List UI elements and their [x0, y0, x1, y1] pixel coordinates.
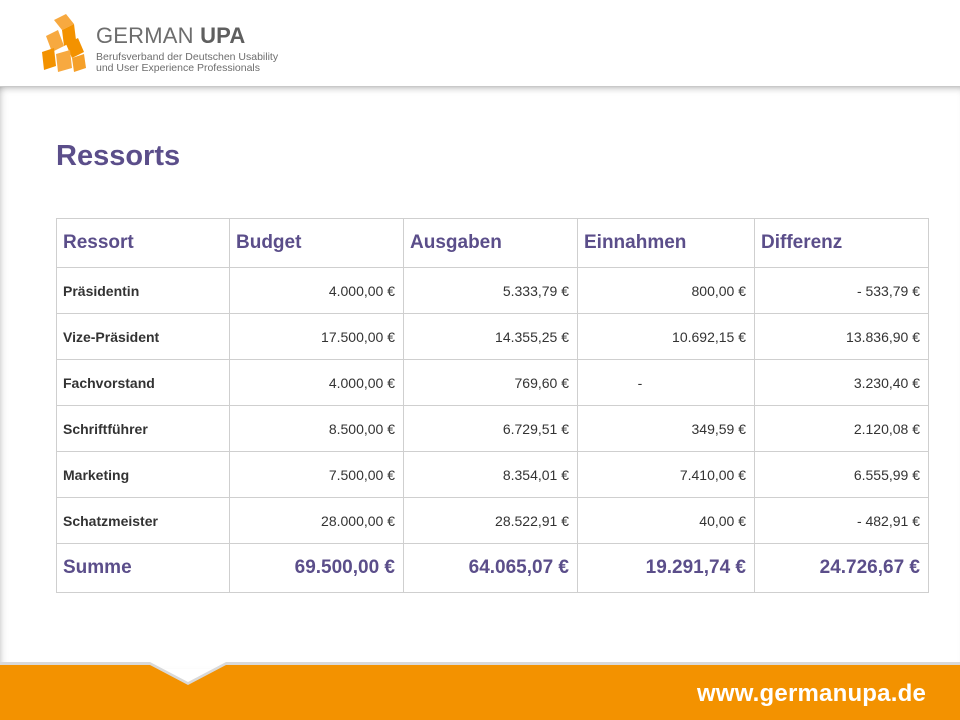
table-row: Fachvorstand 4.000,00 € 769,60 € - 3.230… [56, 359, 929, 406]
cell-differenz: 13.836,90 € [754, 313, 929, 360]
cell-ressort: Fachvorstand [56, 359, 230, 406]
table-sum-row: Summe 69.500,00 € 64.065,07 € 19.291,74 … [56, 543, 929, 593]
logo-subtitle-line2: und User Experience Professionals [96, 62, 261, 74]
footer-bar: www.germanupa.de [0, 662, 960, 720]
cell-ausgaben: 14.355,25 € [403, 313, 578, 360]
column-header-einnahmen: Einnahmen [577, 218, 755, 268]
table-row: Schatzmeister 28.000,00 € 28.522,91 € 40… [56, 497, 929, 544]
footer-website-url[interactable]: www.germanupa.de [696, 680, 926, 707]
cell-budget: 4.000,00 € [229, 267, 404, 314]
cell-einnahmen: 7.410,00 € [577, 451, 755, 498]
cell-differenz: 6.555,99 € [754, 451, 929, 498]
sum-budget: 69.500,00 € [229, 543, 404, 593]
footer-band-shape [0, 662, 960, 720]
cell-einnahmen: 800,00 € [577, 267, 755, 314]
cell-differenz: 2.120,08 € [754, 405, 929, 452]
cell-ressort: Vize-Präsident [56, 313, 230, 360]
logo-name-light: GERMAN [96, 23, 201, 48]
cell-budget: 28.000,00 € [229, 497, 404, 544]
logo-name-bold: UPA [200, 23, 246, 48]
cell-ressort: Präsidentin [56, 267, 230, 314]
table-row: Marketing 7.500,00 € 8.354,01 € 7.410,00… [56, 451, 929, 498]
table-row: Präsidentin 4.000,00 € 5.333,79 € 800,00… [56, 267, 929, 314]
cell-ausgaben: 8.354,01 € [403, 451, 578, 498]
cell-einnahmen: 349,59 € [577, 405, 755, 452]
cell-budget: 4.000,00 € [229, 359, 404, 406]
cell-einnahmen: 40,00 € [577, 497, 755, 544]
column-header-differenz: Differenz [754, 218, 929, 268]
cell-einnahmen: - [577, 359, 755, 406]
logo-subtitle: Berufsverband der Deutschen Usability un… [96, 52, 278, 74]
cell-ausgaben: 6.729,51 € [403, 405, 578, 452]
slide-frame [0, 86, 960, 669]
logo: GERMAN UPA Berufsverband der Deutschen U… [40, 14, 278, 76]
cell-budget: 17.500,00 € [229, 313, 404, 360]
cell-ausgaben: 28.522,91 € [403, 497, 578, 544]
table-row: Schriftführer 8.500,00 € 6.729,51 € 349,… [56, 405, 929, 452]
cell-budget: 7.500,00 € [229, 451, 404, 498]
sum-einnahmen: 19.291,74 € [577, 543, 755, 593]
cell-budget: 8.500,00 € [229, 405, 404, 452]
cell-ressort: Marketing [56, 451, 230, 498]
table-header-row: Ressort Budget Ausgaben Einnahmen Differ… [56, 218, 929, 268]
cell-ausgaben: 769,60 € [403, 359, 578, 406]
cell-differenz: - 482,91 € [754, 497, 929, 544]
cell-differenz: 3.230,40 € [754, 359, 929, 406]
cell-einnahmen: 10.692,15 € [577, 313, 755, 360]
budget-table: Ressort Budget Ausgaben Einnahmen Differ… [56, 218, 929, 593]
cubes-logo-icon [42, 14, 86, 72]
cell-ressort: Schatzmeister [56, 497, 230, 544]
column-header-ressort: Ressort [56, 218, 230, 268]
cell-ausgaben: 5.333,79 € [403, 267, 578, 314]
table-row: Vize-Präsident 17.500,00 € 14.355,25 € 1… [56, 313, 929, 360]
cell-ressort: Schriftführer [56, 405, 230, 452]
logo-subtitle-line1: Berufsverband der Deutschen Usability [96, 51, 279, 63]
sum-label: Summe [56, 543, 230, 593]
cell-differenz: - 533,79 € [754, 267, 929, 314]
sum-differenz: 24.726,67 € [754, 543, 929, 593]
logo-wordmark: GERMAN UPA [96, 23, 246, 49]
sum-ausgaben: 64.065,07 € [403, 543, 578, 593]
column-header-ausgaben: Ausgaben [403, 218, 578, 268]
page-title: Ressorts [56, 140, 181, 172]
column-header-budget: Budget [229, 218, 404, 268]
